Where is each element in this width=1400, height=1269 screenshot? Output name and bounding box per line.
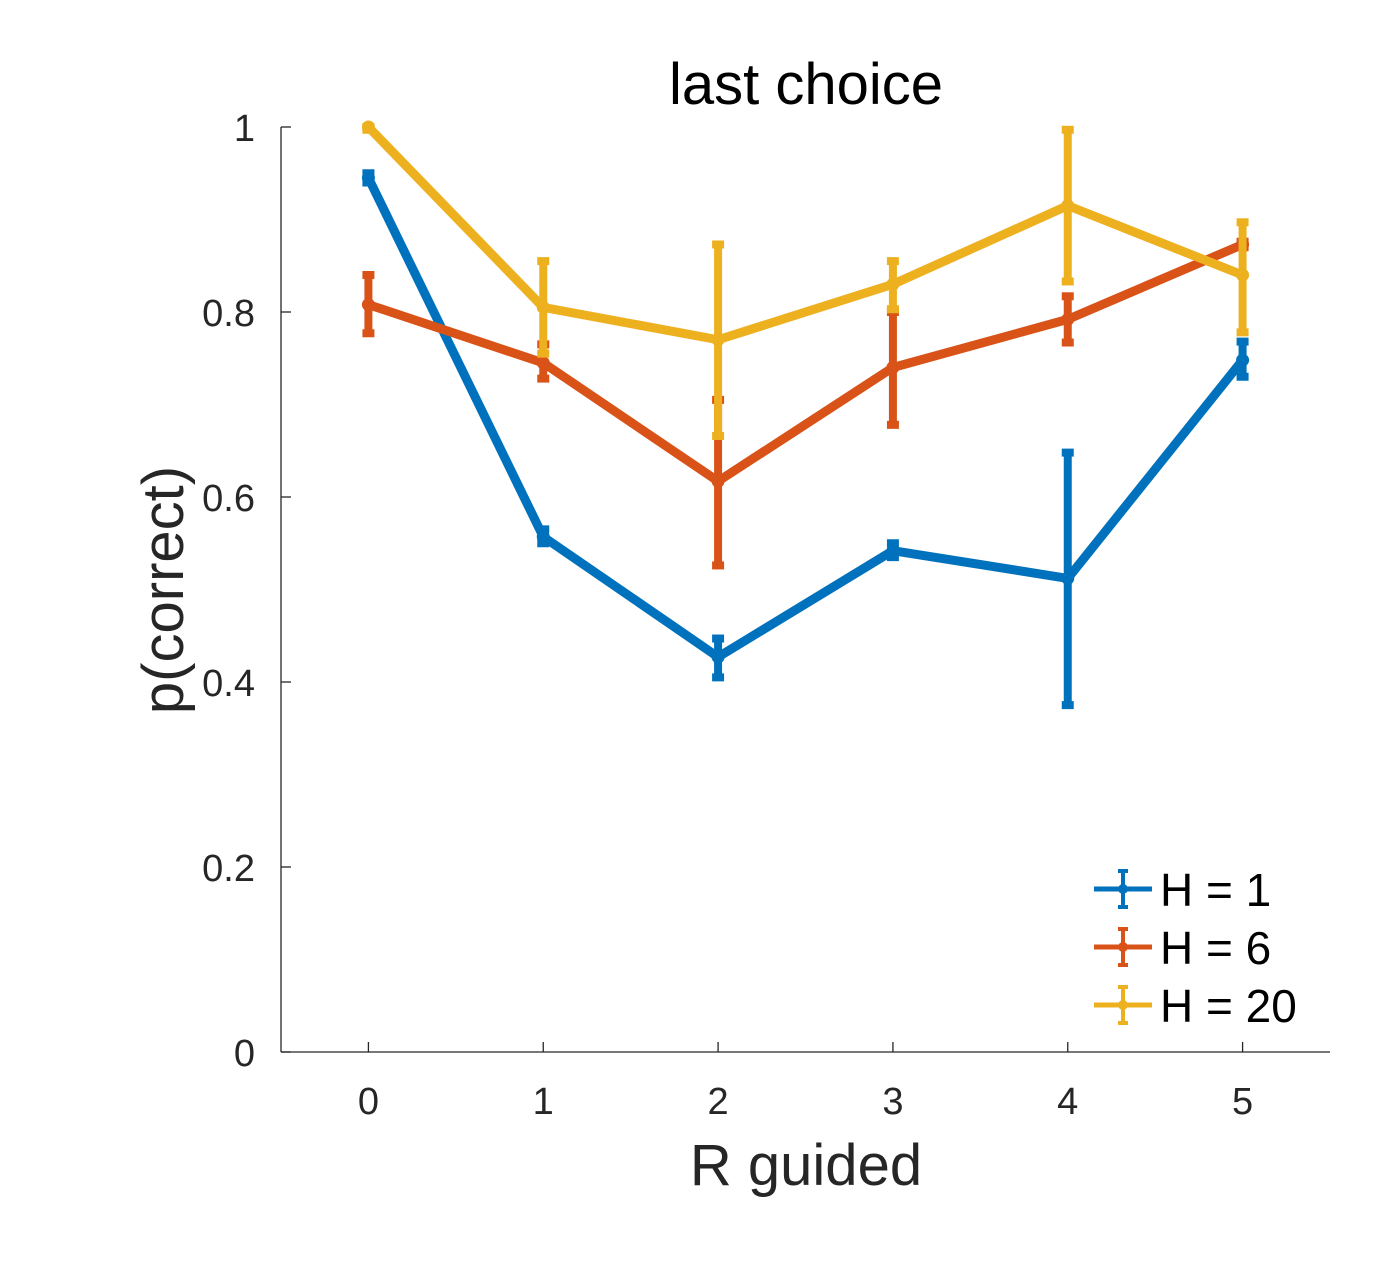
data-point	[886, 277, 900, 291]
legend-marker	[1118, 942, 1128, 952]
data-point	[361, 298, 375, 312]
data-point	[536, 300, 550, 314]
data-point	[711, 333, 725, 347]
legend-item: H = 1	[1094, 864, 1271, 916]
y-tick-label: 0	[234, 1033, 255, 1075]
y-ticks: 0 0.2 0.4 0.6 0.8 1	[202, 108, 291, 1075]
data-point	[1236, 353, 1250, 367]
x-axis: 0 1 2 3 4 5	[281, 1042, 1330, 1123]
data-point	[886, 361, 900, 374]
data-point	[536, 356, 550, 370]
legend-marker	[1118, 884, 1128, 894]
x-tick-label: 0	[358, 1081, 379, 1123]
legend-marker	[1118, 1000, 1128, 1010]
legend-label: H = 20	[1160, 980, 1297, 1032]
series-line	[363, 239, 1248, 486]
series-line	[363, 122, 1248, 345]
series-1	[361, 169, 1250, 710]
y-tick-label: 0.8	[202, 293, 255, 335]
legend-item: H = 20	[1094, 980, 1297, 1032]
x-ticks: 0 1 2 3 4 5	[358, 1042, 1253, 1123]
y-axis: 0 0.2 0.4 0.6 0.8 1	[202, 108, 291, 1075]
data-point	[1061, 571, 1075, 585]
data-point	[711, 474, 725, 488]
data-point	[361, 120, 375, 134]
series-2	[361, 237, 1250, 570]
y-axis-label: p(correct)	[131, 466, 196, 714]
x-tick-label: 2	[708, 1081, 729, 1123]
data-point	[1061, 199, 1075, 213]
data-point	[886, 544, 900, 558]
chart-title: last choice	[669, 52, 943, 117]
x-tick-label: 3	[882, 1081, 903, 1123]
x-tick-label: 5	[1232, 1081, 1253, 1123]
y-tick-label: 0.2	[202, 848, 255, 890]
data-point	[1236, 268, 1250, 282]
data-point	[361, 171, 375, 185]
series-layer	[361, 120, 1250, 710]
y-tick-label: 0.6	[202, 478, 255, 520]
series-3	[361, 120, 1250, 440]
x-tick-label: 1	[533, 1081, 554, 1123]
legend-label: H = 1	[1160, 864, 1271, 916]
x-axis-label: R guided	[690, 1133, 922, 1198]
data-point	[536, 530, 550, 544]
legend: H = 1 H = 6 H = 20	[1094, 864, 1297, 1032]
data-point	[1061, 312, 1075, 326]
x-tick-label: 4	[1057, 1081, 1078, 1123]
legend-item: H = 6	[1094, 922, 1271, 974]
series-line	[363, 173, 1248, 662]
y-tick-label: 0.4	[202, 663, 255, 705]
legend-label: H = 6	[1160, 922, 1271, 974]
y-tick-label: 1	[234, 108, 255, 150]
data-point	[711, 650, 725, 664]
